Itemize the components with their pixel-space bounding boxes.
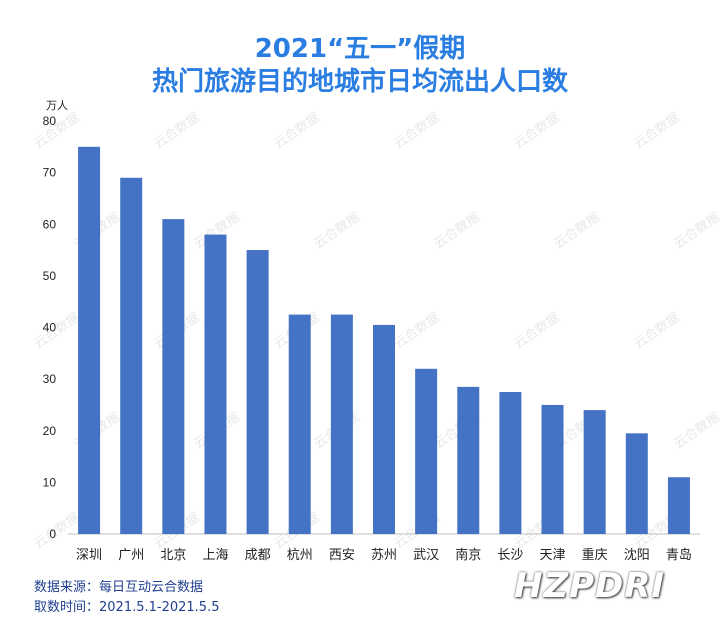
bar-武汉 bbox=[415, 368, 438, 534]
y-tick-label: 40 bbox=[43, 321, 57, 335]
y-axis-unit-label: 万人 bbox=[46, 99, 68, 112]
x-tick-label: 深圳 bbox=[76, 548, 102, 563]
bar-苏州 bbox=[373, 324, 395, 534]
hzpdri-logo: HZPDRI bbox=[514, 566, 666, 606]
y-tick-label: 50 bbox=[43, 269, 57, 283]
x-tick-label: 长沙 bbox=[497, 548, 523, 563]
bar-杭州 bbox=[288, 314, 311, 534]
x-tick-label: 北京 bbox=[160, 548, 186, 563]
bar-沈阳 bbox=[625, 433, 648, 534]
y-tick-label: 70 bbox=[43, 166, 57, 180]
x-tick-label: 苏州 bbox=[371, 547, 397, 563]
y-tick-label: 10 bbox=[43, 475, 57, 489]
x-tick-label: 武汉 bbox=[413, 548, 439, 563]
chart-title-line2: 热门旅游目的地城市日均流出人口数 bbox=[151, 67, 568, 97]
data-source-text: 数据来源：每日互动云合数据 bbox=[34, 580, 204, 595]
bar-重庆 bbox=[583, 410, 606, 534]
bar-上海 bbox=[204, 234, 227, 534]
x-tick-label: 重庆 bbox=[582, 547, 608, 563]
x-tick-label: 西安 bbox=[329, 548, 355, 563]
data-period-text: 取数时间：2021.5.1-2021.5.5 bbox=[34, 600, 220, 615]
y-tick-label: 20 bbox=[43, 424, 57, 438]
y-tick-label: 60 bbox=[43, 217, 57, 231]
bar-北京 bbox=[162, 219, 185, 534]
x-tick-label: 上海 bbox=[202, 548, 228, 563]
y-tick-label: 30 bbox=[43, 372, 57, 386]
x-tick-label: 青岛 bbox=[666, 547, 692, 563]
chart-title-line1: 2021“五一”假期 bbox=[254, 34, 466, 64]
bar-广州 bbox=[120, 177, 143, 534]
y-tick-label: 80 bbox=[43, 114, 57, 128]
x-tick-label: 南京 bbox=[455, 547, 481, 563]
bar-西安 bbox=[330, 314, 353, 534]
x-tick-label: 成都 bbox=[245, 548, 271, 563]
bar-成都 bbox=[246, 250, 269, 534]
bar-南京 bbox=[457, 386, 480, 534]
bar-青岛 bbox=[667, 477, 690, 534]
x-tick-label: 天津 bbox=[540, 548, 566, 563]
bar-深圳 bbox=[78, 146, 101, 534]
x-tick-label: 沈阳 bbox=[624, 548, 650, 563]
x-tick-label: 杭州 bbox=[287, 548, 313, 563]
y-tick-label: 0 bbox=[49, 527, 56, 541]
bar-天津 bbox=[541, 404, 564, 534]
x-tick-label: 广州 bbox=[118, 548, 144, 563]
bar-长沙 bbox=[499, 392, 522, 534]
